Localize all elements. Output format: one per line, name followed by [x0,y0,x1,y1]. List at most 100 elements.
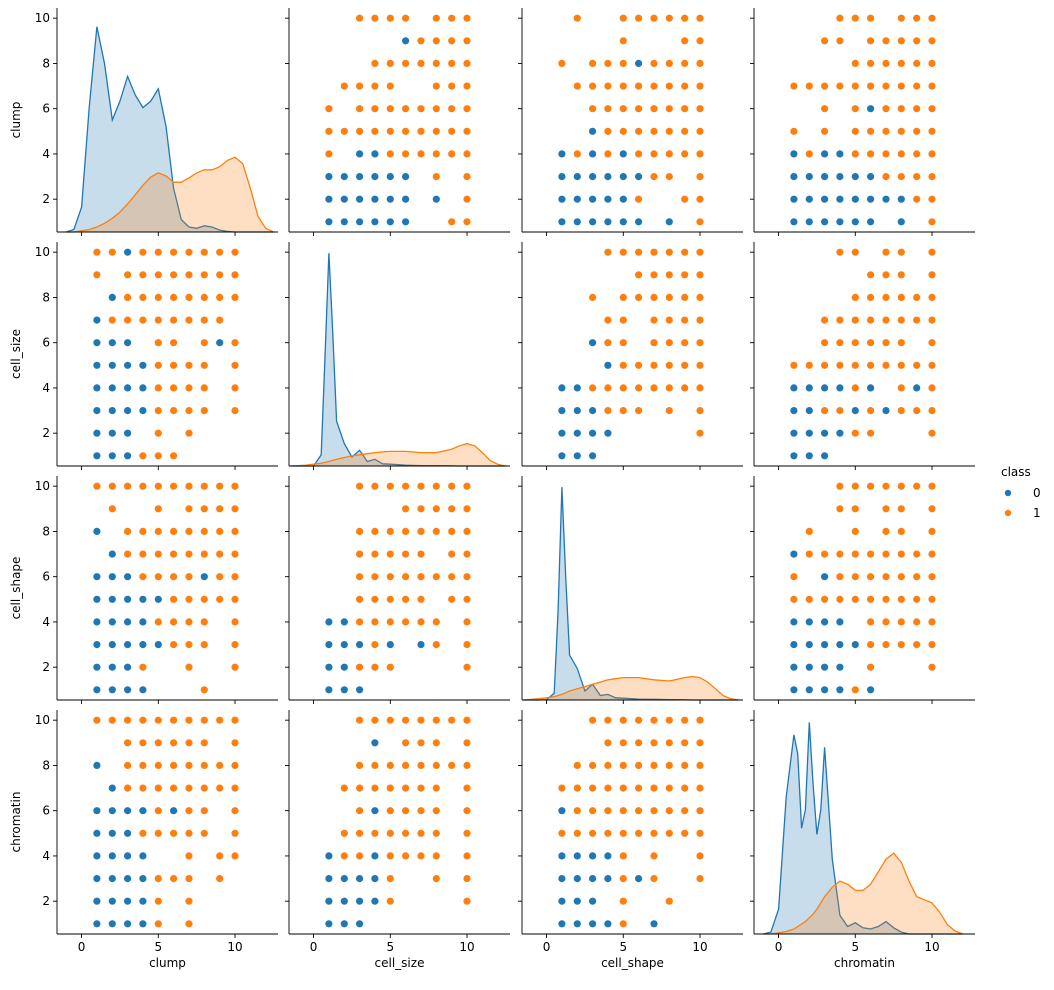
point-cell_shape-vs-chromatin-class-0-17 [588,919,597,929]
point-chromatin-vs-clump-class-0-12 [820,194,829,204]
point-cell_shape-vs-chromatin-class-0-4 [572,851,582,861]
point-cell_size-vs-clump-class-1-13 [401,59,411,68]
point-cell_size-vs-clump-class-1-49 [447,149,457,159]
point-cell_size-vs-clump-class-1-26 [355,104,365,114]
point-cell_size-vs-cell_shape-class-1-4 [416,481,426,491]
point-chromatin-vs-cell_shape-class-1-36 [820,594,829,604]
point-cell_shape-vs-cell_size-class-1-14 [634,292,643,302]
point-cell_size-vs-chromatin-class-1-23 [385,783,395,793]
point-cell_shape-vs-chromatin-class-1-12 [664,738,674,748]
point-chromatin-vs-cell_shape-class-1-15 [896,527,906,536]
point-chromatin-vs-cell_size-class-1-39 [927,360,937,370]
point-cell_size-vs-chromatin-class-1-32 [431,806,441,816]
point-cell_shape-vs-chromatin-class-0-6 [603,851,613,861]
point-cell_size-vs-clump-class-1-50 [462,149,472,159]
point-clump-vs-cell_size-class-0-0 [107,292,117,302]
point-clump-vs-cell_shape-class-1-55 [199,685,209,695]
point-cell_size-vs-chromatin-class-1-30 [401,806,411,816]
point-chromatin-vs-cell_shape-class-0-6 [789,640,799,649]
point-cell_shape-vs-cell_size-class-1-13 [618,292,628,302]
point-cell_size-vs-clump-class-1-42 [447,126,457,136]
point-cell_size-vs-cell_shape-class-1-19 [447,527,457,536]
point-cell_size-vs-clump-class-1-38 [385,126,395,136]
point-clump-vs-chromatin-class-1-27 [153,783,163,793]
point-cell_size-vs-clump-class-1-45 [385,149,395,159]
point-cell_size-vs-chromatin-class-1-20 [339,783,349,793]
point-cell_size-vs-cell_shape-class-1-36 [355,594,365,604]
panel-cell_size-vs-cell_size [285,242,510,470]
point-chromatin-vs-clump-class-1-43 [804,149,814,159]
point-cell_size-vs-cell_shape-class-1-0 [355,481,365,491]
point-clump-vs-cell_shape-class-1-0 [92,481,102,491]
point-chromatin-vs-cell_shape-class-1-7 [835,504,845,514]
point-cell_size-vs-cell_shape-class-1-3 [401,481,411,491]
point-clump-vs-cell_shape-class-1-47 [230,617,240,627]
point-chromatin-vs-cell_shape-class-0-11 [789,662,799,672]
point-chromatin-vs-cell_size-class-1-28 [896,338,906,348]
point-chromatin-vs-clump-class-1-25 [881,81,891,91]
point-cell_shape-vs-cell_size-class-0-16 [572,451,582,461]
point-cell_size-vs-clump-class-1-28 [385,104,395,114]
point-cell_size-vs-clump-class-1-10 [462,36,472,46]
point-cell_shape-vs-cell_size-class-1-2 [634,247,643,257]
y-tick-label: 4 [42,849,50,863]
point-chromatin-vs-clump-class-1-1 [850,13,860,23]
point-clump-vs-cell_shape-class-1-7 [199,481,209,491]
point-cell_size-vs-chromatin-class-1-34 [339,828,349,838]
point-cell_shape-vs-chromatin-class-1-24 [557,783,567,793]
point-chromatin-vs-clump-class-0-16 [881,194,891,204]
point-cell_size-vs-cell_shape-class-1-29 [370,572,380,582]
point-clump-vs-cell_size-class-1-36 [199,338,209,348]
point-clump-vs-cell_size-class-1-3 [153,247,163,257]
point-cell_size-vs-cell_shape-class-1-22 [370,549,380,559]
point-clump-vs-cell_shape-class-0-19 [138,640,148,649]
point-cell_size-vs-clump-class-1-6 [462,13,472,23]
point-cell_shape-vs-clump-class-0-13 [557,194,567,204]
point-cell_shape-vs-cell_size-class-1-47 [634,406,643,416]
point-cell_size-vs-clump-class-0-8 [401,172,411,182]
point-clump-vs-cell_size-class-1-12 [153,270,163,280]
point-cell_shape-vs-chromatin-class-1-45 [588,828,597,838]
point-cell_size-vs-cell_shape-class-0-9 [324,640,334,649]
point-clump-vs-cell_size-class-1-7 [215,247,225,257]
point-clump-vs-chromatin-class-1-36 [230,806,240,816]
point-chromatin-vs-cell_shape-class-1-21 [866,549,875,559]
point-clump-vs-cell_size-class-0-23 [107,451,117,461]
panel-clump-vs-clump: 2 4 6 8 10 clump [9,8,278,236]
point-clump-vs-cell_shape-class-1-42 [230,594,240,604]
point-clump-vs-cell_size-class-0-14 [138,383,148,393]
point-chromatin-vs-cell_size-class-1-44 [835,406,845,416]
point-clump-vs-chromatin-class-1-42 [230,828,240,838]
point-cell_size-vs-chromatin-class-1-5 [431,715,441,725]
point-cell_size-vs-chromatin-class-1-2 [385,715,395,725]
point-cell_shape-vs-chromatin-class-1-6 [680,715,690,725]
point-clump-vs-chromatin-class-1-28 [169,783,179,793]
point-chromatin-vs-cell_shape-class-1-11 [927,504,937,514]
point-cell_size-vs-cell_shape-class-1-5 [431,481,441,491]
point-chromatin-vs-cell_size-class-1-5 [866,270,875,280]
point-cell_shape-vs-chromatin-class-1-35 [588,806,597,816]
y-axis-label: cell_size [9,329,23,379]
point-clump-vs-cell_size-class-0-5 [123,338,132,348]
point-chromatin-vs-cell_shape-class-0-9 [835,640,845,649]
point-cell_shape-vs-cell_size-class-1-48 [664,406,674,416]
point-clump-vs-cell_shape-class-0-27 [123,685,132,695]
point-cell_shape-vs-cell_size-class-1-4 [664,247,674,257]
point-clump-vs-cell_size-class-1-28 [138,315,148,325]
point-cell_shape-vs-chromatin-class-0-19 [649,919,659,929]
point-chromatin-vs-cell_shape-class-0-12 [804,662,814,672]
point-clump-vs-cell_size-class-1-30 [169,315,179,325]
point-chromatin-vs-cell_shape-class-1-42 [912,594,922,604]
point-clump-vs-chromatin-class-1-8 [215,715,225,725]
point-clump-vs-cell_size-class-0-12 [107,383,117,393]
point-chromatin-vs-cell_shape-class-1-26 [789,572,799,582]
point-cell_size-vs-chromatin-class-1-18 [447,761,457,770]
point-chromatin-vs-cell_shape-class-1-35 [804,594,814,604]
point-cell_shape-vs-clump-class-1-9 [695,36,705,46]
point-cell_size-vs-cell_shape-class-1-21 [355,549,365,559]
point-cell_shape-vs-chromatin-class-1-23 [695,761,705,770]
point-chromatin-vs-cell_size-class-1-3 [896,247,906,257]
panel-cell_shape-vs-chromatin [750,476,975,704]
point-chromatin-vs-clump-class-1-33 [912,104,922,114]
point-chromatin-vs-cell_shape-class-1-2 [866,481,875,491]
